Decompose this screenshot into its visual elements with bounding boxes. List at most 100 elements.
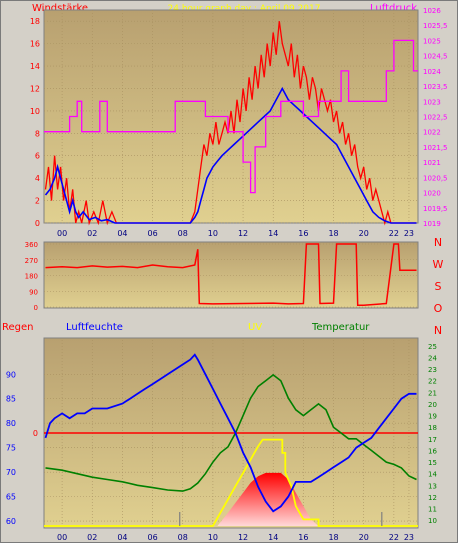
chart1-right-tick-label: 1019,5 <box>423 205 448 213</box>
chart1-title: 24 hour graph day : April 09,2017 <box>168 4 321 14</box>
chart1-x-tick-label: 22 <box>389 229 399 238</box>
chart1-series-wind <box>44 86 417 224</box>
chart3-x-tick-label: 12 <box>238 533 248 542</box>
chart3-x-tick-label: 23 <box>404 533 414 542</box>
chart3-right-tick-label: 11 <box>428 506 437 514</box>
chart3-x-tick-label: 14 <box>268 533 278 542</box>
chart3-series-humidity <box>44 353 417 513</box>
chart3-right-tick-label: 17 <box>428 436 437 444</box>
chart1-x-tick-label: 12 <box>238 229 248 238</box>
chart1-right-tick-label: 1024 <box>423 68 441 76</box>
chart2-direction-label: W <box>433 258 444 271</box>
chart1-x-tick-label: 02 <box>87 229 97 238</box>
chart1-left-tick-label: 10 <box>30 107 40 116</box>
chart1-right-tick-label: 1020 <box>423 190 441 198</box>
chart3-right-tick-label: 14 <box>428 471 437 479</box>
chart1-x-tick-label: 06 <box>147 229 157 238</box>
chart1-right-tick-label: 1019 <box>423 220 441 228</box>
chart3-left-tick-label: 90 <box>6 370 16 379</box>
chart2-left-tick-label: 180 <box>25 273 38 281</box>
chart2-direction-label: O <box>434 302 443 315</box>
chart1-right-tick-label: 1024,5 <box>423 53 448 61</box>
chart1-right-axis-label: Luftdruck <box>370 3 417 14</box>
chart3-right-tick-label: 24 <box>428 354 437 362</box>
chart3-right-tick-label: 20 <box>428 401 437 409</box>
chart3-x-tick-label: 00 <box>57 533 67 542</box>
chart1-right-tick-label: 1022,5 <box>423 114 448 122</box>
chart1-x-tick-label: 20 <box>359 229 369 238</box>
chart1-x-tick-label: 23 <box>404 229 414 238</box>
chart1-left-tick-label: 0 <box>35 219 40 228</box>
chart3-series-temperature <box>45 373 417 492</box>
chart2-direction-label: N <box>434 236 442 249</box>
chart1-right-tick-label: 1023 <box>423 98 441 106</box>
chart3-x-tick-label: 04 <box>117 533 127 542</box>
chart1-right-tick-label: 1025 <box>423 37 441 45</box>
chart3-left-tick-label: 60 <box>6 517 16 526</box>
chart3-right-tick-label: 19 <box>428 413 437 421</box>
chart3-x-tick-label: 18 <box>328 533 338 542</box>
chart1-series-gust <box>44 21 417 226</box>
chart3-x-tick-label: 02 <box>87 533 97 542</box>
chart3-x-tick-label: 16 <box>298 533 308 542</box>
chart3-x-tick-label: 22 <box>389 533 399 542</box>
chart3-rain-zero-label: 0 <box>33 429 38 438</box>
chart1-right-tick-label: 1026 <box>423 7 441 15</box>
chart3-right-tick-label: 12 <box>428 494 437 502</box>
chart3-left-tick-label: 70 <box>6 468 16 477</box>
chart1-right-tick-label: 1025,5 <box>423 22 448 30</box>
chart1-x-tick-label: 18 <box>328 229 338 238</box>
chart1-right-tick-label: 1021 <box>423 159 441 167</box>
chart3-humidity-label: Luftfeuchte <box>66 322 123 333</box>
chart3-rain-label: Regen <box>2 322 34 333</box>
chart1-x-tick-label: 10 <box>208 229 218 238</box>
chart2-left-tick-label: 360 <box>25 241 38 249</box>
chart2-series-direction <box>45 243 417 307</box>
chart1-left-tick-label: 6 <box>35 152 40 161</box>
chart2-plot-area <box>43 241 419 309</box>
chart1-x-tick-label: 08 <box>178 229 188 238</box>
chart3-x-tick-label: 06 <box>147 533 157 542</box>
chart1-left-tick-label: 4 <box>35 174 40 183</box>
chart1-right-tick-label: 1023,5 <box>423 83 448 91</box>
chart1-right-tick-label: 1020,5 <box>423 174 448 182</box>
chart3-right-tick-label: 22 <box>428 378 437 386</box>
chart1-left-tick-label: 2 <box>35 197 40 206</box>
chart1-left-tick-label: 16 <box>30 40 40 49</box>
chart3-right-tick-label: 16 <box>428 447 437 455</box>
chart3-right-tick-label: 15 <box>428 459 437 467</box>
chart2-direction-label: S <box>435 280 442 293</box>
chart1-left-tick-label: 8 <box>35 129 40 138</box>
chart1-x-tick-label: 16 <box>298 229 308 238</box>
chart3-x-tick-label: 08 <box>178 533 188 542</box>
chart3-uv-label: UV <box>248 322 262 333</box>
chart1-series-pressure <box>44 39 418 194</box>
chart1-x-tick-label: 04 <box>117 229 127 238</box>
chart3-left-tick-label: 85 <box>6 395 16 404</box>
chart3-series-uv-fill <box>217 472 319 526</box>
chart3-x-tick-label: 20 <box>359 533 369 542</box>
chart3-left-tick-label: 75 <box>6 444 16 453</box>
chart1-left-axis-label: Windstärke <box>32 3 88 14</box>
chart1-x-tick-label: 14 <box>268 229 278 238</box>
chart2-left-tick-label: 0 <box>34 304 38 312</box>
chart3-left-tick-label: 65 <box>6 493 16 502</box>
chart3-right-tick-label: 13 <box>428 482 437 490</box>
chart1-right-tick-label: 1021,5 <box>423 144 448 152</box>
chart1-left-tick-label: 12 <box>30 84 40 93</box>
chart3-right-tick-label: 23 <box>428 366 437 374</box>
chart3-right-tick-label: 21 <box>428 389 437 397</box>
chart2-direction-label: N <box>434 324 442 337</box>
chart3-temperature-label: Temperatur <box>311 322 370 333</box>
chart3-x-tick-label: 10 <box>208 533 218 542</box>
chart1-left-tick-label: 14 <box>30 62 40 71</box>
chart3-right-tick-label: 25 <box>428 343 437 351</box>
chart3-right-tick-label: 18 <box>428 424 437 432</box>
chart3-series-uv <box>44 438 418 527</box>
chart1-left-tick-label: 18 <box>30 17 40 26</box>
chart2-left-tick-label: 270 <box>25 257 38 265</box>
chart2-left-tick-label: 90 <box>29 288 38 296</box>
chart3-right-tick-label: 10 <box>428 517 437 525</box>
chart1-plot-area <box>43 9 419 224</box>
